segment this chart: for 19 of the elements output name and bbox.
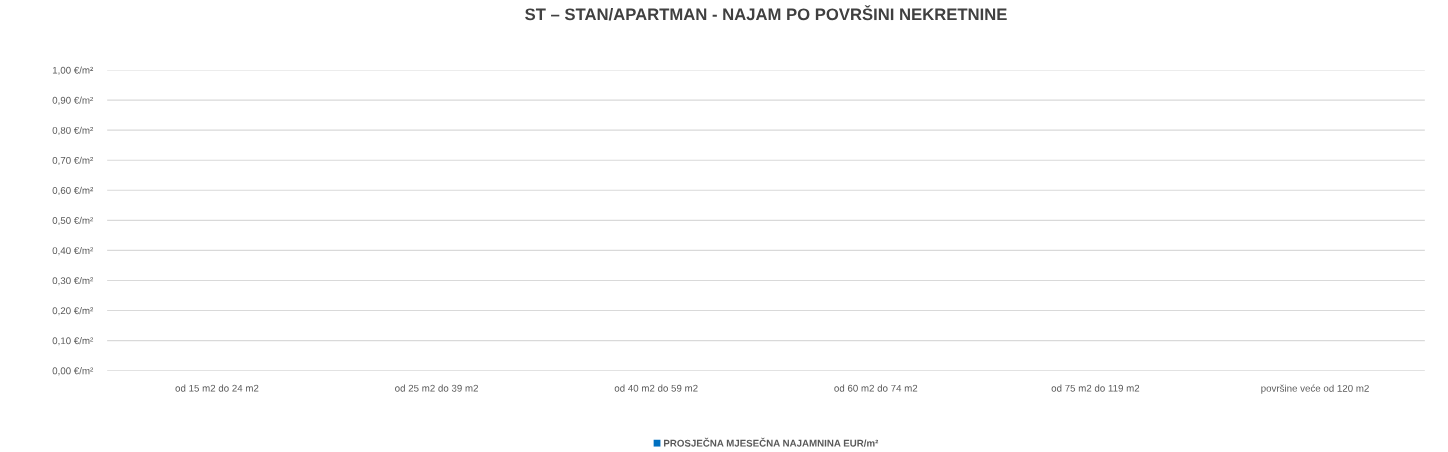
y-tick-label: 0,20 €/m² bbox=[52, 307, 94, 316]
x-tick-label: od 75 m2 do 119 m2 bbox=[1051, 384, 1140, 392]
y-tick-label: 0,70 €/m² bbox=[52, 156, 94, 165]
y-tick-label: 0,00 €/m² bbox=[52, 367, 94, 376]
chart-title: ST – STAN/APARTMAN - NAJAM PO POVRŠINI NEKRETNINE bbox=[525, 5, 1007, 21]
y-tick-label: 0,80 €/m² bbox=[52, 126, 94, 135]
x-tick-label: od 60 m2 do 74 m2 bbox=[834, 384, 918, 392]
legend-label: PROSJEČNA MJESEČNA NAJAMNINA EUR/m² bbox=[664, 437, 879, 447]
x-tick-label: od 15 m2 do 24 m2 bbox=[175, 384, 259, 392]
y-tick-label: 0,30 €/m² bbox=[52, 276, 94, 286]
y-tick-label: 0,50 €/m² bbox=[52, 216, 94, 226]
y-tick-label: 0,60 €/m² bbox=[52, 186, 94, 196]
y-tick-label: 0,90 €/m² bbox=[52, 96, 94, 105]
y-tick-label: 0,10 €/m² bbox=[52, 337, 94, 346]
y-tick-label: 1,00 €/m² bbox=[52, 66, 94, 75]
x-tick-label: površine veće od 120 m2 bbox=[1261, 384, 1369, 394]
x-tick-label: od 40 m2 do 59 m2 bbox=[614, 384, 698, 392]
x-tick-label: od 25 m2 do 39 m2 bbox=[395, 384, 478, 392]
y-tick-label: 0,40 €/m² bbox=[52, 246, 94, 256]
